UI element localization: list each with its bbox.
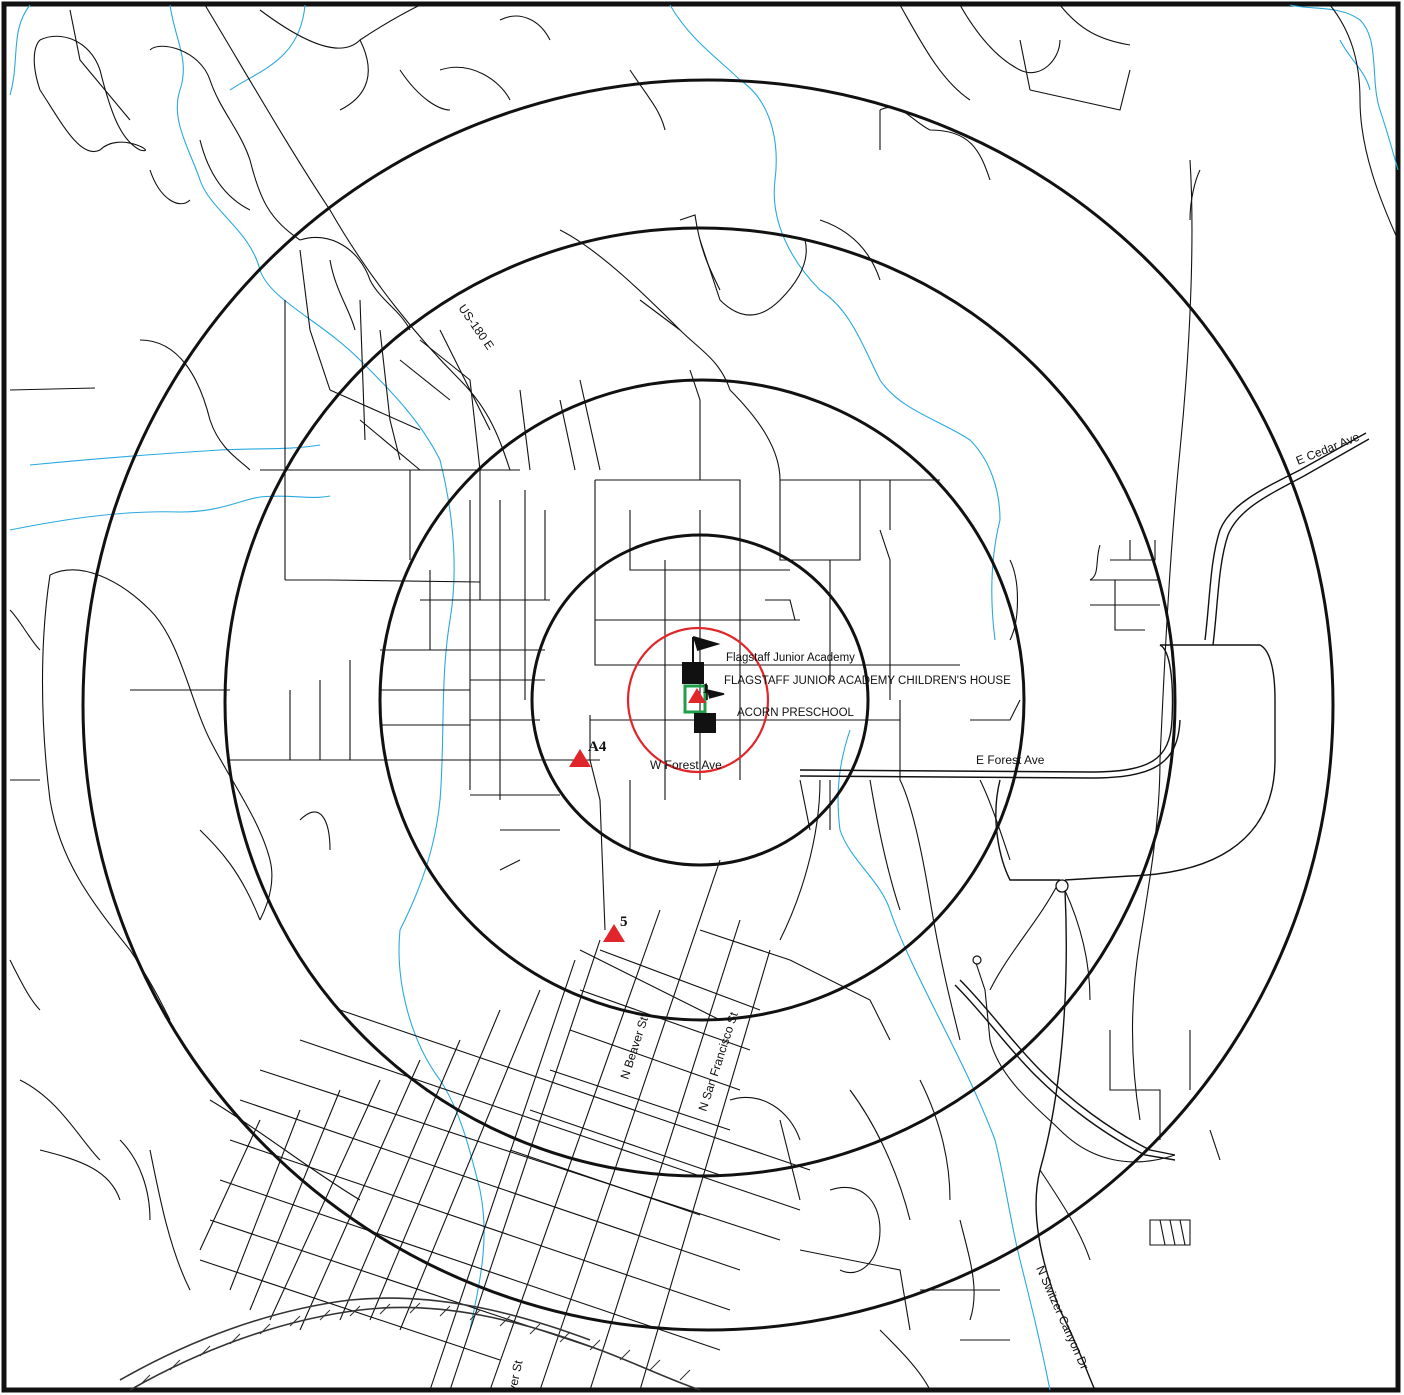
cul-de-sac: [972, 955, 982, 965]
site-marker-icon: [688, 688, 706, 703]
buffer-ring-4: [81, 78, 1335, 1332]
site-label-childrens-house: FLAGSTAFF JUNIOR ACADEMY CHILDREN'S HOUS…: [724, 675, 1011, 687]
street-label-w-forest: W Forest Ave: [650, 758, 722, 772]
site-labels: Flagstaff Junior Academy FLAGSTAFF JUNIO…: [724, 652, 1011, 719]
school-building-icon: [682, 662, 704, 684]
site-label-flagstaff-junior-academy: Flagstaff Junior Academy: [726, 652, 855, 664]
flag-icon-2: [706, 685, 725, 700]
school-building-icon-2: [694, 713, 716, 733]
marker-a4-icon: [569, 749, 591, 767]
buffer-ring-3: [223, 226, 1177, 1178]
buffer-rings: [81, 78, 1335, 1332]
roundabout: [1055, 879, 1069, 893]
flag-icon: [692, 636, 721, 662]
buffer-ring-2: [378, 378, 1026, 1022]
marker-a4-label: A4: [588, 739, 607, 755]
school-box-icon: [683, 684, 707, 714]
marker-5-icon: [603, 924, 625, 942]
buffer-ring-1: [530, 533, 870, 867]
site-ring: [626, 626, 770, 774]
site-label-acorn-preschool: ACORN PRESCHOOL: [737, 707, 855, 719]
major-roads: [799, 432, 1370, 1391]
street-label-e-forest: E Forest Ave: [976, 753, 1045, 767]
railroad: [119, 1297, 701, 1391]
street-label-beaver-bottom: ver St: [505, 1358, 525, 1392]
marker-1-label: 1: [702, 681, 710, 697]
marker-5-label: 5: [620, 914, 628, 930]
street-network: [9, 4, 1399, 1391]
markers[interactable]: A4 5 1: [569, 681, 710, 942]
school-sites[interactable]: [682, 636, 725, 733]
